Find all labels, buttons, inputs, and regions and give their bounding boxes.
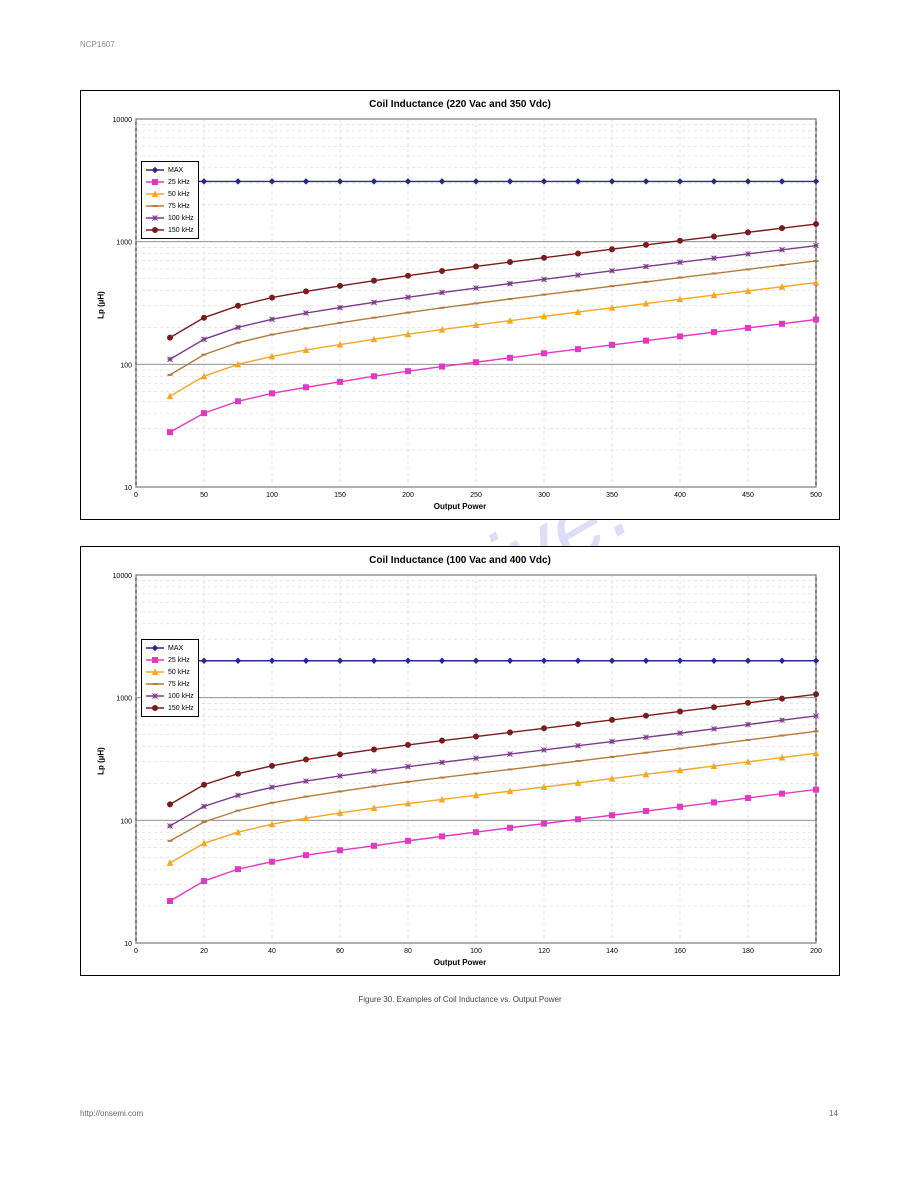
svg-text:250: 250 xyxy=(470,492,482,499)
svg-text:300: 300 xyxy=(538,492,550,499)
legend-label: 100 kHz xyxy=(168,215,194,222)
legend-label: 25 kHz xyxy=(168,657,190,664)
svg-text:350: 350 xyxy=(606,492,618,499)
svg-text:100: 100 xyxy=(470,948,482,955)
legend-item: 75 kHz xyxy=(146,200,194,212)
svg-text:1000: 1000 xyxy=(116,696,132,703)
page-header: NCP1607 xyxy=(80,40,840,49)
legend-item: 25 kHz xyxy=(146,176,194,188)
legend-item: 100 kHz xyxy=(146,212,194,224)
header-left: NCP1607 xyxy=(80,40,115,49)
svg-text:10: 10 xyxy=(124,485,132,492)
svg-text:20: 20 xyxy=(200,948,208,955)
chart-1-ylabel: Lp (µH) xyxy=(96,291,105,319)
chart-1-title: Coil Inductance (220 Vac and 350 Vdc) xyxy=(81,99,839,110)
legend-label: 50 kHz xyxy=(168,669,190,676)
svg-text:100: 100 xyxy=(266,492,278,499)
svg-text:400: 400 xyxy=(674,492,686,499)
legend-item: MAX xyxy=(146,642,194,654)
svg-text:80: 80 xyxy=(404,948,412,955)
page-footer: http://onsemi.com xyxy=(80,1109,840,1118)
legend-item: 150 kHz xyxy=(146,224,194,236)
svg-text:1000: 1000 xyxy=(116,240,132,247)
legend-item: 75 kHz xyxy=(146,678,194,690)
legend-item: MAX xyxy=(146,164,194,176)
svg-text:0: 0 xyxy=(134,492,138,499)
legend-label: 75 kHz xyxy=(168,203,190,210)
page-number: 14 xyxy=(829,1109,838,1118)
svg-text:200: 200 xyxy=(810,948,822,955)
svg-text:100: 100 xyxy=(120,818,132,825)
svg-text:160: 160 xyxy=(674,948,686,955)
svg-text:500: 500 xyxy=(810,492,822,499)
legend-label: MAX xyxy=(168,645,183,652)
legend-item: 50 kHz xyxy=(146,666,194,678)
svg-text:10000: 10000 xyxy=(113,573,133,580)
svg-text:10: 10 xyxy=(124,941,132,948)
legend-label: 150 kHz xyxy=(168,705,194,712)
legend-item: 25 kHz xyxy=(146,654,194,666)
chart-2-title: Coil Inductance (100 Vac and 400 Vdc) xyxy=(81,555,839,566)
svg-text:200: 200 xyxy=(402,492,414,499)
chart-1-legend: MAX 25 kHz 50 kHz 75 kHz 100 kHz 150 kHz xyxy=(141,161,199,239)
legend-label: MAX xyxy=(168,167,183,174)
svg-text:10000: 10000 xyxy=(113,117,133,124)
chart-2: Coil Inductance (100 Vac and 400 Vdc) Lp… xyxy=(80,546,840,976)
svg-text:140: 140 xyxy=(606,948,618,955)
figure-label: Figure 30. Examples of Coil Inductance v… xyxy=(80,995,840,1004)
svg-text:120: 120 xyxy=(538,948,550,955)
legend-label: 75 kHz xyxy=(168,681,190,688)
legend-item: 150 kHz xyxy=(146,702,194,714)
svg-text:0: 0 xyxy=(134,948,138,955)
svg-text:180: 180 xyxy=(742,948,754,955)
chart-2-legend: MAX 25 kHz 50 kHz 75 kHz 100 kHz 150 kHz xyxy=(141,639,199,717)
legend-label: 150 kHz xyxy=(168,227,194,234)
chart-2-plot: 0204060801001201401601802001010010001000… xyxy=(136,575,816,943)
svg-text:50: 50 xyxy=(200,492,208,499)
svg-text:450: 450 xyxy=(742,492,754,499)
legend-item: 50 kHz xyxy=(146,188,194,200)
legend-label: 50 kHz xyxy=(168,191,190,198)
chart-1-plot: 0501001502002503003504004505001010010001… xyxy=(136,119,816,487)
svg-text:150: 150 xyxy=(334,492,346,499)
svg-text:60: 60 xyxy=(336,948,344,955)
chart-2-ylabel: Lp (µH) xyxy=(96,747,105,775)
legend-label: 100 kHz xyxy=(168,693,194,700)
legend-item: 100 kHz xyxy=(146,690,194,702)
svg-text:100: 100 xyxy=(120,362,132,369)
chart-1: Coil Inductance (220 Vac and 350 Vdc) Lp… xyxy=(80,90,840,520)
svg-text:40: 40 xyxy=(268,948,276,955)
chart-2-xlabel: Output Power xyxy=(81,958,839,967)
legend-label: 25 kHz xyxy=(168,179,190,186)
chart-1-xlabel: Output Power xyxy=(81,502,839,511)
